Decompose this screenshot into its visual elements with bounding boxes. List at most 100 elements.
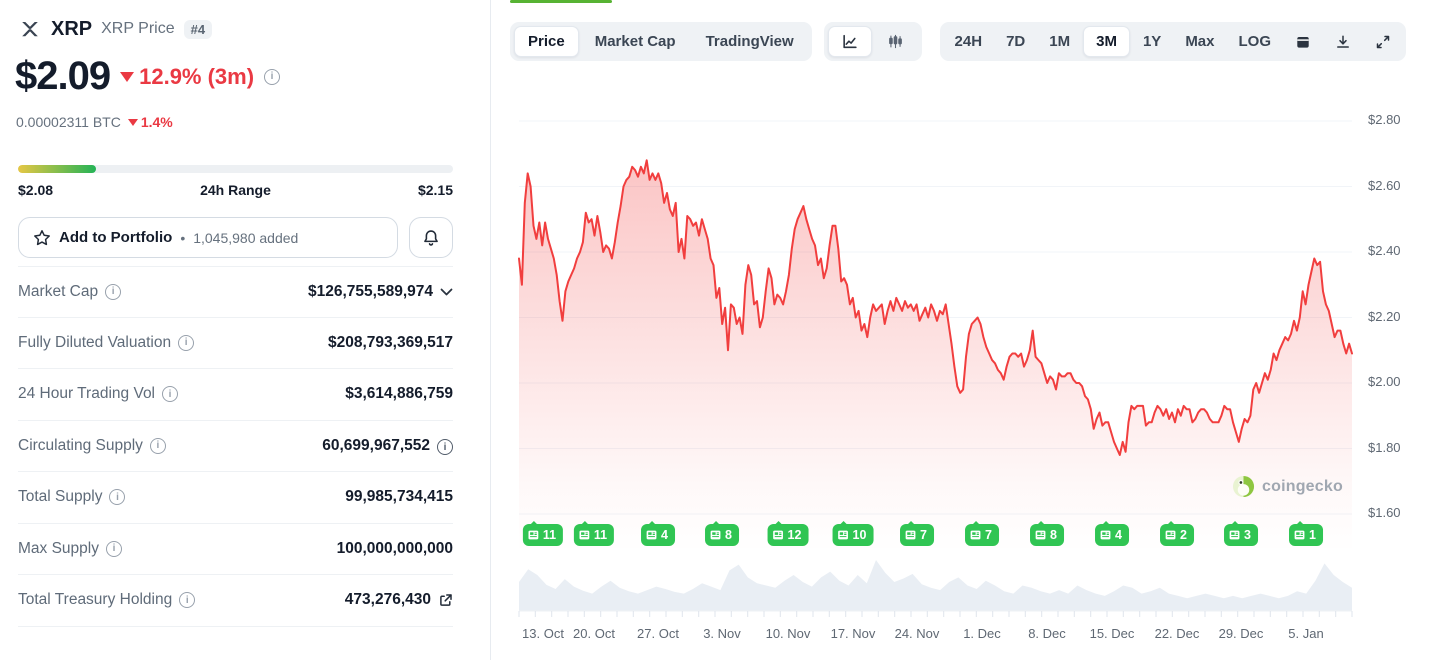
tab-market-cap[interactable]: Market Cap — [581, 26, 690, 57]
xrp-logo-icon — [18, 17, 42, 41]
news-badge[interactable]: 10 — [832, 521, 874, 546]
external-link-icon[interactable] — [438, 593, 453, 608]
news-icon — [1100, 530, 1111, 540]
fullscreen-icon[interactable] — [1364, 26, 1402, 57]
info-icon[interactable] — [179, 592, 196, 609]
stat-row-max-supply: Max Supply 100,000,000,000 — [18, 524, 453, 575]
y-axis-label: $2.00 — [1368, 374, 1401, 389]
active-tab-indicator — [510, 0, 612, 3]
chevron-down-icon[interactable] — [440, 288, 453, 296]
news-badge[interactable]: 8 — [705, 521, 739, 546]
news-badge[interactable]: 1 — [1289, 521, 1323, 546]
news-badge[interactable]: 7 — [900, 521, 934, 546]
coin-symbol: XRP — [51, 17, 93, 40]
x-axis-label: 10. Nov — [765, 626, 811, 641]
chart-tabs: Price Market Cap TradingView — [510, 22, 812, 61]
chart-toolbar: Price Market Cap TradingView 24H 7D 1M 3M 1 — [510, 22, 1406, 61]
price-info-icon[interactable] — [264, 68, 281, 85]
price-change-value: 12.9% (3m) — [139, 63, 255, 89]
portfolio-row: Add to Portfolio • 1,045,980 added — [18, 217, 453, 258]
tab-price[interactable]: Price — [514, 26, 579, 57]
portfolio-label: Add to Portfolio — [59, 229, 173, 246]
arrow-down-icon — [127, 118, 138, 126]
chart-panel: Price Market Cap TradingView 24H 7D 1M 3M 1 — [491, 0, 1453, 660]
news-badge[interactable]: 2 — [1160, 521, 1194, 546]
range-7d[interactable]: 7D — [995, 26, 1036, 57]
news-badge[interactable]: 8 — [1030, 521, 1064, 546]
info-icon[interactable] — [149, 437, 166, 454]
stat-value: $126,755,589,974 — [308, 282, 433, 300]
btc-change-value: 1.4% — [140, 114, 173, 130]
coingecko-watermark: coingecko — [1232, 475, 1343, 498]
news-icon — [710, 530, 721, 540]
info-icon[interactable] — [105, 283, 122, 300]
range-bar-fill — [18, 165, 97, 173]
stat-value: $208,793,369,517 — [328, 333, 453, 351]
info-icon[interactable] — [109, 489, 126, 506]
add-to-portfolio-button[interactable]: Add to Portfolio • 1,045,980 added — [18, 217, 398, 258]
info-icon[interactable] — [437, 437, 453, 455]
news-icon — [838, 530, 848, 540]
tab-tradingview[interactable]: TradingView — [692, 26, 808, 57]
stat-label: Max Supply — [18, 539, 99, 557]
stat-label: Total Treasury Holding — [18, 591, 173, 609]
btc-change: 1.4% — [127, 114, 173, 130]
stat-value: 99,985,734,415 — [345, 488, 453, 506]
info-icon[interactable] — [105, 540, 122, 557]
range-3m[interactable]: 3M — [1083, 26, 1130, 57]
stat-value: 60,699,967,552 — [322, 436, 430, 454]
range-label: 24h Range — [200, 182, 271, 198]
news-icon — [1165, 530, 1176, 540]
price-alert-button[interactable] — [409, 217, 453, 258]
stat-value: 100,000,000,000 — [336, 539, 453, 557]
news-badge[interactable]: 11 — [522, 521, 564, 546]
price-chart[interactable] — [491, 0, 1453, 660]
stat-value: 473,276,430 — [344, 591, 431, 609]
bell-icon — [422, 229, 440, 247]
stat-row-fully-diluted-valuation: Fully Diluted Valuation $208,793,369,517 — [18, 318, 453, 369]
news-badge[interactable]: 7 — [965, 521, 999, 546]
line-chart-icon[interactable] — [827, 26, 872, 57]
x-axis-label: 20. Oct — [573, 626, 615, 641]
arrow-down-icon — [120, 71, 135, 82]
news-badge[interactable]: 12 — [767, 521, 809, 546]
range-log[interactable]: LOG — [1228, 26, 1283, 57]
star-icon — [33, 229, 51, 247]
calendar-icon[interactable] — [1284, 26, 1322, 57]
stat-row-market-cap: Market Cap $126,755,589,974 — [18, 266, 453, 318]
coin-label: XRP Price — [101, 20, 175, 37]
range-high: $2.15 — [417, 182, 453, 198]
portfolio-bullet: • — [180, 229, 186, 246]
info-icon[interactable] — [162, 386, 179, 403]
news-badge[interactable]: 11 — [573, 521, 615, 546]
range-max[interactable]: Max — [1174, 26, 1225, 57]
news-icon — [905, 530, 916, 540]
candlestick-chart-icon[interactable] — [874, 26, 918, 57]
y-axis-label: $2.20 — [1368, 309, 1401, 324]
stat-row-24-hour-trading-vol: 24 Hour Trading Vol $3,614,886,759 — [18, 369, 453, 421]
download-icon[interactable] — [1324, 26, 1362, 57]
x-axis-label: 24. Nov — [894, 626, 940, 641]
coin-header: XRP XRP Price #4 — [18, 17, 213, 41]
x-axis-ticks — [518, 611, 1353, 617]
news-icon — [579, 530, 590, 540]
news-icon — [1035, 530, 1046, 540]
x-axis-label: 17. Nov — [830, 626, 876, 641]
price-row: $2.09 12.9% (3m) — [15, 54, 281, 99]
news-badge[interactable]: 3 — [1224, 521, 1258, 546]
x-axis-label: 13. Oct — [522, 626, 564, 641]
btc-price-row: 0.00002311 BTC 1.4% — [16, 114, 173, 130]
x-axis-label: 15. Dec — [1089, 626, 1135, 641]
stat-row-total-treasury-holding: Total Treasury Holding 473,276,430 — [18, 575, 453, 627]
y-axis-label: $1.80 — [1368, 440, 1401, 455]
range-1m[interactable]: 1M — [1038, 26, 1081, 57]
news-badge[interactable]: 4 — [1095, 521, 1129, 546]
range-24h[interactable]: 24H — [944, 26, 994, 57]
range-1y[interactable]: 1Y — [1132, 26, 1172, 57]
range-block: $2.08 24h Range $2.15 — [18, 165, 453, 198]
news-badge[interactable]: 4 — [641, 521, 675, 546]
x-axis-label: 3. Nov — [703, 626, 741, 641]
info-icon[interactable] — [178, 334, 195, 351]
news-icon — [1294, 530, 1305, 540]
